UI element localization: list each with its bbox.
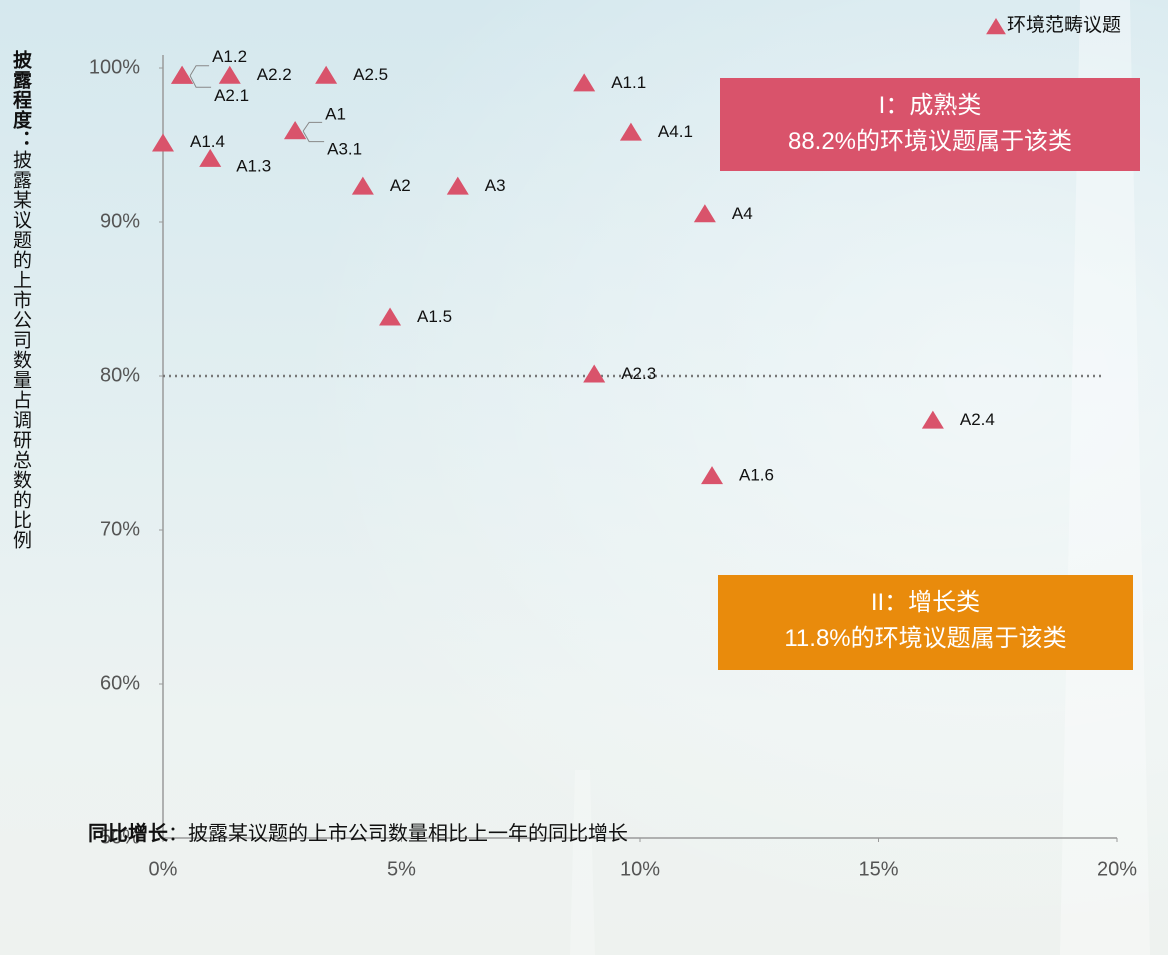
y-axis-label: 披露程度：披露某议题的上市公司数量占调研总数的比例 [10,50,31,730]
point [619,122,642,141]
point-label: A2.5 [353,65,388,84]
x-tick-label: 5% [387,858,416,880]
annotation-text: 88.2%的环境议题属于该类 [787,128,1073,155]
point [171,65,194,84]
point [284,121,307,140]
x-tick-label: 15% [858,858,898,880]
point [446,176,469,195]
point-label: A2 [390,176,411,195]
point-label: A3.1 [327,140,362,159]
point-label: A1.4 [190,132,225,151]
leader-line [189,75,212,88]
point [379,307,402,326]
point [701,466,724,485]
y-tick-label: 50% [100,826,140,848]
point-label: A1.1 [611,73,646,92]
x-label-title: 同比增长 [88,823,168,845]
point-label: A1 [325,105,346,124]
annotation-box: II：增长类 11.8%的环境议题属于该类 [718,575,1133,670]
y-tick-label: 80% [100,364,140,386]
annotation-title: I：成熟类 [878,92,982,119]
point [583,364,606,383]
point-label: A1.6 [739,466,774,485]
turbine-tower [1060,0,1150,955]
point-label: A2.1 [214,86,249,105]
point-label: A2.4 [960,410,995,429]
point [218,65,241,84]
x-axis-label: 同比增长：披露某议题的上市公司数量相比上一年的同比增长 [88,817,628,846]
turbine-tower [570,770,595,955]
point [351,176,374,195]
x-tick-label: 10% [620,858,660,880]
annotation-title: II：增长类 [870,589,981,616]
point-label: A1.3 [236,156,271,175]
point [693,204,716,223]
point-label: A2.3 [621,364,656,383]
x-tick-label: 0% [149,858,178,880]
point-label: A4.1 [658,122,693,141]
annotation-text: 11.8%的环境议题属于该类 [784,625,1067,652]
y-tick-label: 90% [100,210,140,232]
point-label: A1.2 [212,47,247,66]
x-label-text: ：披露某议题的上市公司数量相比上一年的同比增长 [168,823,628,845]
point [573,73,596,92]
point-label: A2.2 [257,65,292,84]
y-label-title: 披露程度： [10,50,31,150]
point-label: A4 [732,204,753,223]
y-tick-label: 100% [89,56,140,78]
point [199,148,222,167]
legend-marker [986,18,1006,35]
point [921,410,944,429]
point [315,65,338,84]
leader-line [302,121,323,132]
y-tick-label: 60% [100,672,140,694]
legend-label: 环境范畴议题 [1007,14,1121,36]
annotation-box: I：成熟类 88.2%的环境议题属于该类 [720,78,1140,171]
point-label: A3 [485,176,506,195]
point [152,133,174,152]
y-label-text: 披露某议题的上市公司数量占调研总数的比例 [10,150,31,550]
point-label: A1.5 [417,307,452,326]
leader-line [189,65,210,76]
y-tick-label: 70% [100,518,140,540]
x-tick-label: 20% [1097,858,1137,880]
leader-line [302,130,325,143]
